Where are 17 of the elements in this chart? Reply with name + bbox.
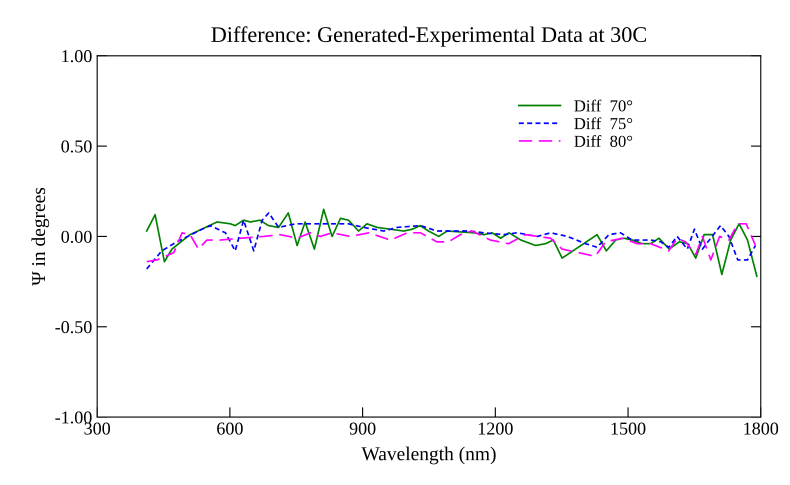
y-tick-label: 0.50	[61, 140, 92, 153]
y-tick-label: 0.00	[61, 230, 92, 243]
legend-label: Diff 75°	[574, 117, 632, 130]
x-tick-label: 1200	[478, 422, 513, 435]
x-tick-label: 1800	[744, 422, 778, 435]
y-axis-title: Ψ in degrees	[31, 188, 50, 286]
x-tick-label: 900	[350, 422, 376, 435]
legend-label: Diff 80°	[574, 135, 632, 147]
y-tick-label: -0.50	[55, 321, 92, 334]
y-tick-label: 1.00	[62, 50, 92, 62]
x-tick-label: 600	[217, 422, 243, 435]
y-tick-label: -1.00	[55, 411, 92, 424]
legend-label: Diff 70°	[574, 100, 632, 112]
chart-title: Difference: Generated-Experimental Data at 30C	[211, 26, 646, 47]
x-tick-label: 300	[84, 422, 110, 435]
x-axis-title: Wavelength (nm)	[361, 446, 496, 464]
x-tick-label: 1500	[612, 422, 646, 435]
